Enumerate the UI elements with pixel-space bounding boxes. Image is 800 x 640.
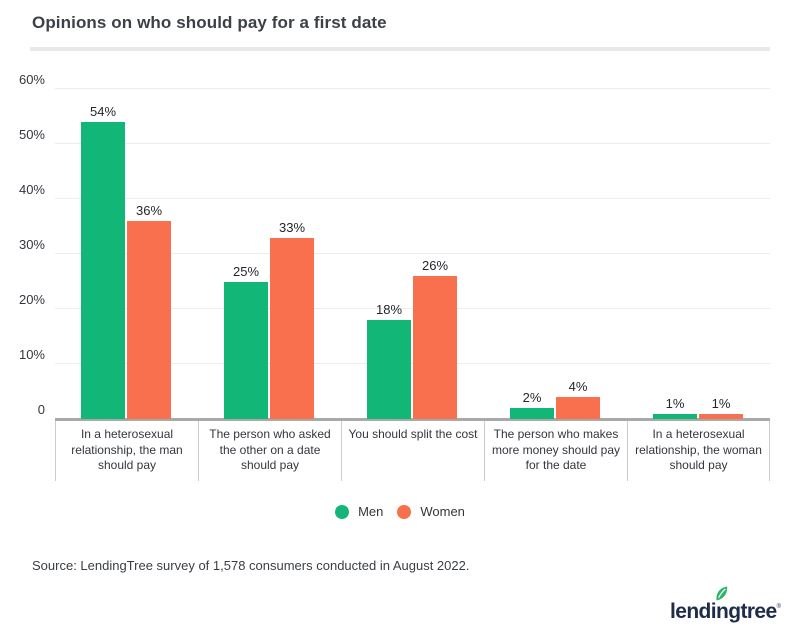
gridline-20 <box>55 308 770 309</box>
bar-value-men-3: 2% <box>522 390 542 405</box>
page-title: Opinions on who should pay for a first d… <box>32 13 387 32</box>
y-tick-label-20%: 20% <box>18 292 45 307</box>
y-tick-label-60%: 60% <box>18 72 45 87</box>
x-axis-line <box>55 418 770 421</box>
y-tick-label-30%: 30% <box>18 237 45 252</box>
gridline-60 <box>55 88 770 89</box>
legend-dot-women <box>397 504 412 519</box>
gridline-40 <box>55 198 770 199</box>
bar-women-0 <box>127 221 171 419</box>
bar-women-3 <box>556 397 600 419</box>
category-label-1: The person who asked the other on a date… <box>198 421 341 481</box>
y-tick-label-10%: 10% <box>18 347 45 362</box>
bar-value-women-1: 33% <box>278 219 306 235</box>
bar-value-women-4: 1% <box>711 395 731 411</box>
source-note: Source: LendingTree survey of 1,578 cons… <box>32 558 470 573</box>
y-tick-label-50%: 50% <box>18 127 45 142</box>
y-axis-labels: 60% 50% 40% 30% 20% 10% 0 <box>0 72 50 419</box>
x-axis-category-labels: In a heterosexual relationship, the man … <box>55 421 770 481</box>
legend-item-men: Men <box>335 504 383 519</box>
legend-label-men: Men <box>358 504 384 519</box>
bar-value-women-3: 4% <box>568 379 588 394</box>
legend: Men Women <box>0 504 800 519</box>
category-label-2: You should split the cost <box>341 421 484 481</box>
category-label-4: In a heterosexual relationship, the woma… <box>627 421 770 481</box>
bar-men-1 <box>224 281 268 419</box>
leaf-icon <box>716 586 728 601</box>
bar-value-men-4: 1% <box>665 395 685 411</box>
legend-dot-men <box>335 504 350 519</box>
y-tick-label-40%: 40% <box>18 182 45 197</box>
bar-men-4 <box>653 413 697 419</box>
legend-label-women: Women <box>420 504 465 519</box>
gridline-30 <box>55 253 770 254</box>
legend-item-women: Women <box>397 504 465 519</box>
logo-registered-mark: ® <box>776 604 781 610</box>
bar-women-2 <box>413 276 457 419</box>
logo-text: lendingtree <box>670 600 777 623</box>
category-label-0: In a heterosexual relationship, the man … <box>55 421 198 481</box>
bar-men-0 <box>81 122 125 419</box>
y-tick-label-0: 0 <box>37 402 45 417</box>
lendingtree-logo: lendingtree ® <box>670 586 781 624</box>
bar-men-2 <box>367 320 411 419</box>
bar-women-1 <box>270 237 314 419</box>
title-divider <box>30 47 770 51</box>
gridline-10 <box>55 363 770 364</box>
plot-area: 54% 36% 25% 33% 18% 26% 2% 4% 1% 1% <box>55 75 770 421</box>
bar-value-men-0: 54% <box>89 104 117 119</box>
category-label-3: The person who makes more money should p… <box>484 421 627 481</box>
bar-value-women-2: 26% <box>421 258 449 273</box>
gridline-50 <box>55 143 770 144</box>
bar-value-men-1: 25% <box>232 263 260 279</box>
bar-men-3 <box>510 408 554 419</box>
bar-value-women-0: 36% <box>135 203 163 218</box>
bar-value-men-2: 18% <box>375 302 403 317</box>
bar-women-4 <box>699 413 743 419</box>
